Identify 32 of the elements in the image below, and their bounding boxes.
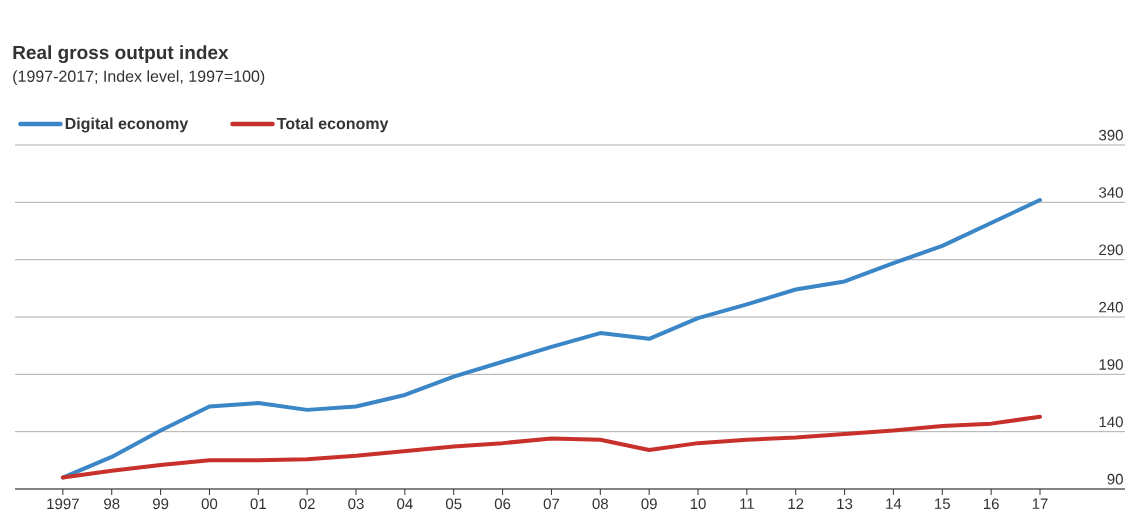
x-tick-label: 09	[641, 498, 657, 510]
legend-label: Total economy	[276, 117, 389, 133]
x-tick-label: 06	[494, 498, 511, 510]
x-tick-label: 99	[152, 498, 169, 510]
y-tick-label: 240	[1099, 301, 1123, 313]
x-tick-label: 14	[886, 498, 902, 509]
x-tick-label: 15	[935, 498, 951, 509]
x-tick-label: 05	[445, 498, 462, 510]
y-tick-label: 140	[1099, 416, 1123, 428]
chart-title: Real gross output index	[13, 45, 229, 63]
x-tick-label: 98	[104, 498, 120, 510]
x-tick-label: 11	[740, 498, 754, 509]
x-tick-label: 16	[983, 498, 999, 510]
x-tick-label: 10	[690, 498, 706, 510]
x-tick-label: 02	[299, 498, 315, 510]
y-tick-label: 190	[1099, 359, 1123, 370]
x-tick-label: 08	[592, 498, 608, 510]
x-tick-label: 13	[837, 498, 853, 510]
legend-label: Digital economy	[65, 117, 189, 133]
x-tick-label: 07	[543, 498, 560, 510]
x-tick-label: 12	[788, 498, 804, 509]
chart-subtitle: (1997-2017; Index level, 1997=100)	[13, 70, 265, 86]
x-tick-label: 04	[397, 498, 413, 510]
y-tick-label: 340	[1099, 187, 1123, 198]
x-tick-label: 01	[250, 498, 266, 510]
x-tick-label: 1997	[47, 498, 79, 510]
y-tick-label: 290	[1099, 244, 1123, 256]
x-tick-label: 03	[348, 498, 364, 510]
x-tick-label: 00	[201, 498, 218, 510]
y-tick-label: 390	[1099, 129, 1123, 141]
y-tick-label: 90	[1107, 473, 1123, 485]
x-tick-label: 17	[1032, 498, 1048, 509]
